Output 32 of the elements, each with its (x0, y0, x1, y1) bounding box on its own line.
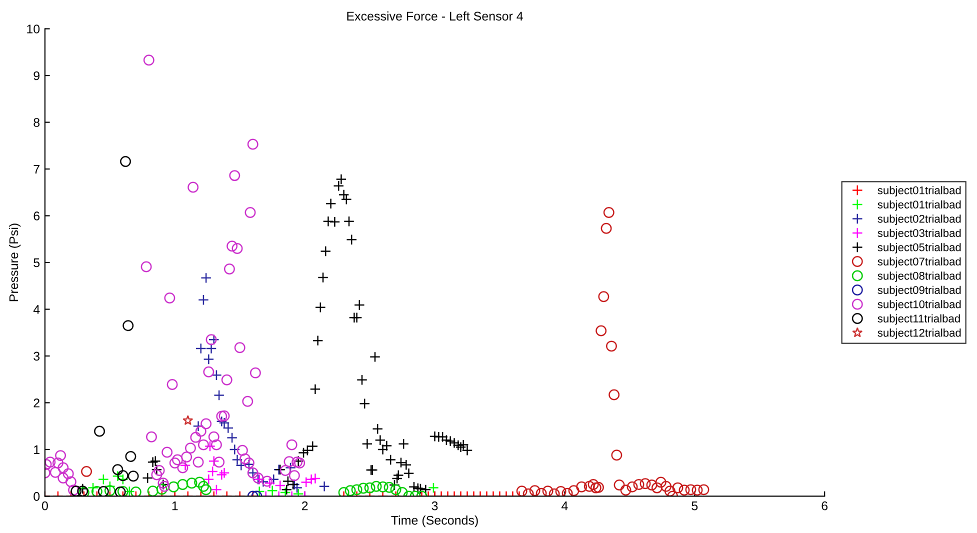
x-tick-label: 6 (822, 501, 828, 510)
legend-label: subject01trialbad (878, 186, 961, 196)
legend-label: subject02trialbad (878, 214, 961, 225)
legend-label: subject09trialbad (878, 286, 961, 296)
y-tick-label: 4 (33, 305, 40, 314)
x-tick-label: 1 (172, 502, 178, 510)
x-tick-label: 0 (42, 501, 48, 510)
y-tick-label: 1 (34, 445, 40, 454)
y-tick-label: 7 (34, 164, 40, 174)
y-tick-label: 6 (34, 212, 40, 220)
legend-label: subject10trialbad (878, 300, 961, 310)
legend-label: subject12trialbad (878, 328, 961, 339)
y-tick-label: 8 (34, 118, 40, 127)
y-tick-label: 9 (34, 71, 40, 80)
legend-label: subject03trialbad (878, 228, 961, 240)
chart-title: Excessive Force - Left Sensor 4 (347, 11, 523, 21)
legend-label: subject08trialbad (878, 272, 961, 282)
legend-label: subject01trialbad (878, 200, 961, 211)
y-tick-label: 5 (34, 258, 40, 268)
x-tick-label: 4 (562, 502, 568, 510)
legend-label: subject07trialbad (878, 257, 961, 268)
y-tick-label: 0 (34, 492, 40, 501)
x-tick-label: 5 (692, 502, 698, 510)
y-axis-title: Pressure (Psi) (8, 224, 21, 302)
legend-label: subject11trialbad (878, 314, 960, 325)
y-tick-label: 3 (34, 352, 40, 361)
x-tick-label: 2 (302, 501, 308, 510)
y-tick-label: 2 (34, 398, 40, 408)
y-tick-label: 10 (27, 24, 40, 34)
legend-label: subject05trialbad (878, 243, 961, 254)
x-axis-title: Time (Seconds) (391, 516, 478, 528)
x-tick-label: 3 (432, 501, 438, 510)
